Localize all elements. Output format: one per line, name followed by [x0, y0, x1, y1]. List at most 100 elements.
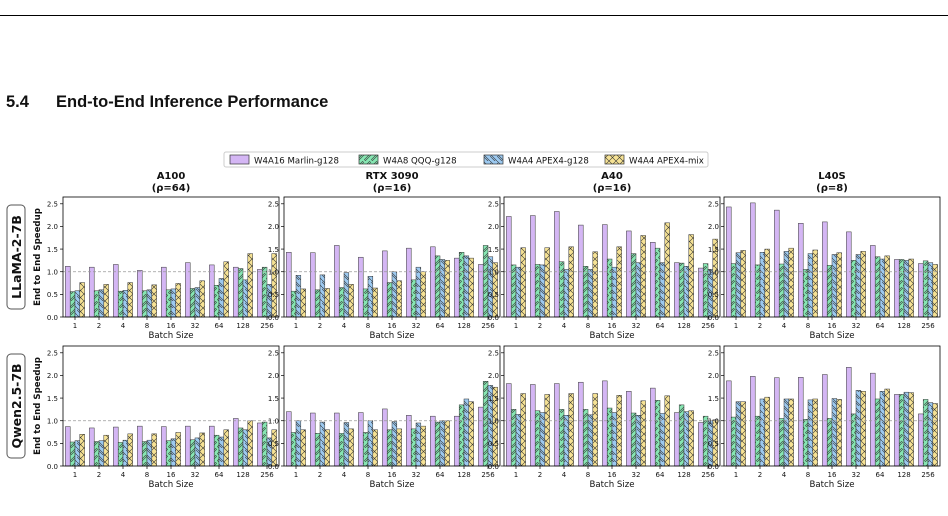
bar-hatch: [755, 264, 760, 317]
bar: [870, 245, 876, 318]
bar-hatch: [516, 414, 521, 466]
bar-hatch: [559, 261, 564, 317]
x-axis-label: Batch Size: [148, 480, 193, 490]
bar-hatch: [392, 271, 397, 317]
bar-hatch: [459, 252, 464, 317]
bar-hatch: [856, 390, 861, 466]
x-tick-label: 1: [294, 322, 298, 330]
bar-hatch: [103, 435, 109, 466]
panel-0-3: 0.0 0.5 1.0 1.5 2.0 2.5 1 2 4 8 16 32 64 128 256 Batch …: [708, 196, 941, 341]
bar-hatch: [464, 398, 469, 466]
x-tick-label: 4: [121, 322, 126, 330]
bar-hatch: [440, 420, 445, 466]
bar-hatch: [640, 400, 646, 466]
bar-hatch: [808, 253, 813, 317]
bar-hatch: [420, 271, 426, 317]
bar-hatch: [703, 416, 708, 466]
y-tick-label: 0.5: [488, 291, 499, 299]
bar-hatch: [583, 409, 588, 466]
bar-hatch: [147, 289, 152, 317]
x-tick-label: 16: [167, 322, 176, 330]
bar-hatch: [324, 429, 330, 466]
bar-hatch: [271, 253, 277, 317]
bar: [602, 224, 608, 318]
bar-hatch: [708, 269, 713, 317]
bar-hatch: [923, 399, 928, 466]
bar-hatch: [147, 440, 152, 466]
bar-hatch: [588, 414, 593, 466]
bar-hatch: [195, 287, 200, 317]
bar-hatch: [190, 288, 195, 317]
bar-hatch: [899, 394, 904, 466]
bar-hatch: [928, 262, 933, 317]
bar-hatch: [223, 261, 229, 317]
bar-hatch: [372, 288, 378, 317]
x-tick-label: 16: [828, 322, 837, 330]
x-axis-label: Batch Size: [589, 331, 634, 341]
row-label-box: [6, 353, 26, 459]
x-tick-label: 4: [121, 471, 126, 479]
bar: [554, 383, 560, 467]
x-tick-label: 32: [412, 322, 421, 330]
bar-hatch: [468, 258, 474, 317]
bar-hatch: [712, 239, 718, 317]
bar: [626, 391, 632, 467]
bar-hatch: [70, 442, 75, 466]
x-tick-label: 64: [876, 471, 885, 479]
x-tick-label: 4: [342, 322, 347, 330]
x-tick-label: 128: [897, 322, 910, 330]
bar-hatch: [416, 267, 421, 317]
bar-hatch: [75, 440, 80, 466]
x-tick-label: 256: [701, 471, 715, 479]
x-tick-label: 8: [806, 322, 810, 330]
bar-hatch: [296, 420, 301, 466]
bar-hatch: [904, 392, 909, 466]
x-tick-label: 128: [677, 471, 690, 479]
x-tick-label: 256: [260, 471, 274, 479]
panel-1-3: 0.0 0.5 1.0 1.5 2.0 2.5 1 2 4 8 16 32 64 128 256 Batch …: [708, 345, 941, 490]
bar-hatch: [511, 409, 516, 466]
legend-label: W4A4 APEX4-mix: [629, 157, 704, 167]
y-tick-label: 0.5: [268, 291, 279, 299]
bar-hatch: [928, 402, 933, 466]
bar-hatch: [271, 429, 277, 466]
bar-hatch: [880, 391, 885, 466]
bar-hatch: [488, 256, 493, 317]
panel-0-0: 0.0 0.5 1.0 1.5 2.0 2.5 1 2 4 8 16 32 64 128 256 Batch …: [47, 196, 280, 341]
bar: [506, 216, 512, 318]
x-tick-label: 8: [145, 322, 149, 330]
bar-hatch: [296, 275, 301, 317]
x-tick-label: 1: [294, 471, 298, 479]
bar-hatch: [788, 398, 794, 466]
bar-hatch: [932, 403, 938, 466]
x-axis-label: Batch Size: [369, 331, 414, 341]
bar-hatch: [435, 422, 440, 466]
legend-label: W4A16 Marlin-g128: [254, 157, 339, 167]
y-tick-label: 1.5: [268, 246, 279, 254]
x-tick-label: 8: [806, 471, 810, 479]
bar-hatch: [171, 288, 176, 317]
bar-hatch: [127, 433, 133, 466]
x-tick-label: 16: [608, 322, 617, 330]
bar-hatch: [363, 288, 368, 317]
bar-hatch: [779, 264, 784, 317]
page-top-rule: [0, 15, 948, 16]
legend-swatch-hatch: [605, 155, 624, 164]
bar-hatch: [118, 442, 123, 466]
bar: [161, 266, 167, 318]
bar-hatch: [655, 248, 660, 317]
bar-hatch: [315, 289, 320, 317]
bar-hatch: [291, 291, 296, 317]
bar-hatch: [444, 420, 450, 466]
bar: [726, 206, 732, 318]
bar-hatch: [884, 389, 890, 466]
bar: [750, 376, 756, 467]
bar-hatch: [488, 385, 493, 466]
bar-hatch: [344, 422, 349, 466]
ylabel-group-1: End to End Speedup: [33, 357, 43, 455]
bar-hatch: [175, 283, 181, 317]
x-tick-label: 64: [656, 322, 665, 330]
bar-hatch: [851, 260, 856, 317]
bar: [233, 266, 239, 318]
y-tick-label: 0.5: [47, 440, 58, 448]
